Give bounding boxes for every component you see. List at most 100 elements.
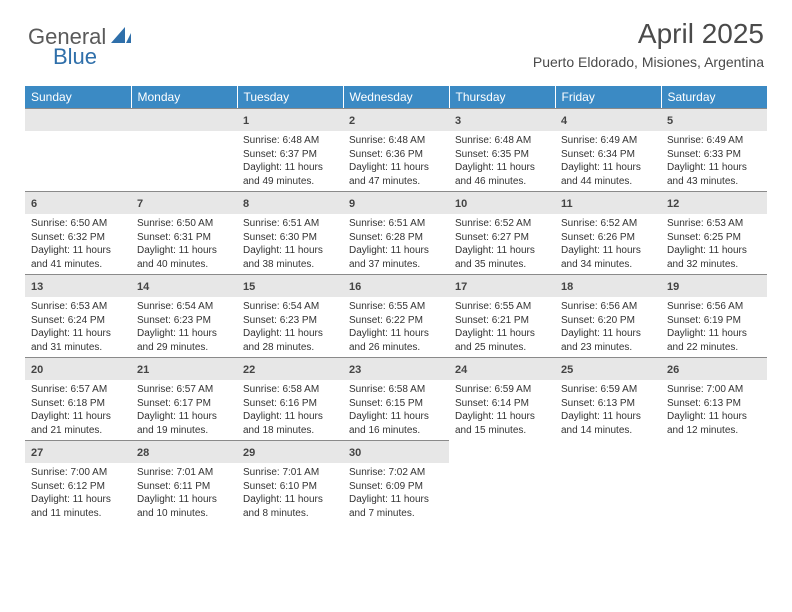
sunset-text: Sunset: 6:12 PM (31, 480, 125, 494)
daylight-text: Daylight: 11 hours and 32 minutes. (667, 244, 761, 271)
day-number: 25 (561, 364, 573, 376)
daylight-text: Daylight: 11 hours and 35 minutes. (455, 244, 549, 271)
sunset-text: Sunset: 6:36 PM (349, 148, 443, 162)
calendar-cell: 4Sunrise: 6:49 AMSunset: 6:34 PMDaylight… (555, 108, 661, 191)
calendar-cell: 27Sunrise: 7:00 AMSunset: 6:12 PMDayligh… (25, 440, 131, 523)
sunset-text: Sunset: 6:14 PM (455, 397, 549, 411)
daylight-text: Daylight: 11 hours and 23 minutes. (561, 327, 655, 354)
sunset-text: Sunset: 6:17 PM (137, 397, 231, 411)
calendar-week-row: 20Sunrise: 6:57 AMSunset: 6:18 PMDayligh… (25, 357, 767, 440)
sunrise-text: Sunrise: 6:52 AM (455, 217, 549, 231)
day-number: 7 (137, 198, 143, 210)
day-number: 27 (31, 447, 43, 459)
sunset-text: Sunset: 6:31 PM (137, 231, 231, 245)
sunset-text: Sunset: 6:35 PM (455, 148, 549, 162)
calendar-cell (25, 108, 131, 191)
calendar-cell: 17Sunrise: 6:55 AMSunset: 6:21 PMDayligh… (449, 274, 555, 357)
daylight-text: Daylight: 11 hours and 18 minutes. (243, 410, 337, 437)
daylight-text: Daylight: 11 hours and 15 minutes. (455, 410, 549, 437)
day-number: 26 (667, 364, 679, 376)
title-block: April 2025 Puerto Eldorado, Misiones, Ar… (533, 18, 764, 70)
sunrise-text: Sunrise: 6:55 AM (455, 300, 549, 314)
calendar-week-row: 1Sunrise: 6:48 AMSunset: 6:37 PMDaylight… (25, 108, 767, 191)
sunrise-text: Sunrise: 7:00 AM (31, 466, 125, 480)
daylight-text: Daylight: 11 hours and 14 minutes. (561, 410, 655, 437)
location: Puerto Eldorado, Misiones, Argentina (533, 54, 764, 70)
calendar-cell: 10Sunrise: 6:52 AMSunset: 6:27 PMDayligh… (449, 191, 555, 274)
day-number: 1 (243, 115, 249, 127)
logo-sail-icon (111, 27, 131, 50)
daylight-text: Daylight: 11 hours and 21 minutes. (31, 410, 125, 437)
sunrise-text: Sunrise: 6:56 AM (561, 300, 655, 314)
daylight-text: Daylight: 11 hours and 16 minutes. (349, 410, 443, 437)
day-number: 20 (31, 364, 43, 376)
logo: General Blue (28, 24, 131, 50)
calendar-cell: 11Sunrise: 6:52 AMSunset: 6:26 PMDayligh… (555, 191, 661, 274)
day-number: 12 (667, 198, 679, 210)
day-number: 17 (455, 281, 467, 293)
sunrise-text: Sunrise: 6:48 AM (455, 134, 549, 148)
sunset-text: Sunset: 6:13 PM (667, 397, 761, 411)
day-number: 28 (137, 447, 149, 459)
sunrise-text: Sunrise: 6:49 AM (561, 134, 655, 148)
weekday-header: Sunday (25, 86, 131, 108)
sunset-text: Sunset: 6:27 PM (455, 231, 549, 245)
sunset-text: Sunset: 6:30 PM (243, 231, 337, 245)
calendar-cell (449, 440, 555, 523)
daylight-text: Daylight: 11 hours and 26 minutes. (349, 327, 443, 354)
sunrise-text: Sunrise: 6:54 AM (137, 300, 231, 314)
day-number: 5 (667, 115, 673, 127)
logo-text-blue: Blue (53, 44, 97, 70)
day-number: 13 (31, 281, 43, 293)
calendar-cell: 8Sunrise: 6:51 AMSunset: 6:30 PMDaylight… (237, 191, 343, 274)
daylight-text: Daylight: 11 hours and 25 minutes. (455, 327, 549, 354)
sunset-text: Sunset: 6:33 PM (667, 148, 761, 162)
daylight-text: Daylight: 11 hours and 49 minutes. (243, 161, 337, 188)
weekday-header: Monday (131, 86, 237, 108)
weekday-header: Wednesday (343, 86, 449, 108)
sunrise-text: Sunrise: 7:01 AM (243, 466, 337, 480)
calendar-cell: 13Sunrise: 6:53 AMSunset: 6:24 PMDayligh… (25, 274, 131, 357)
sunset-text: Sunset: 6:16 PM (243, 397, 337, 411)
sunset-text: Sunset: 6:18 PM (31, 397, 125, 411)
sunrise-text: Sunrise: 6:53 AM (667, 217, 761, 231)
day-number: 8 (243, 198, 249, 210)
weekday-header: Saturday (661, 86, 767, 108)
daylight-text: Daylight: 11 hours and 37 minutes. (349, 244, 443, 271)
calendar-cell: 15Sunrise: 6:54 AMSunset: 6:23 PMDayligh… (237, 274, 343, 357)
weekday-header: Tuesday (237, 86, 343, 108)
calendar-cell (131, 108, 237, 191)
daylight-text: Daylight: 11 hours and 29 minutes. (137, 327, 231, 354)
daylight-text: Daylight: 11 hours and 40 minutes. (137, 244, 231, 271)
calendar-cell: 24Sunrise: 6:59 AMSunset: 6:14 PMDayligh… (449, 357, 555, 440)
page-title: April 2025 (533, 18, 764, 50)
calendar-cell: 12Sunrise: 6:53 AMSunset: 6:25 PMDayligh… (661, 191, 767, 274)
weekday-header: Friday (555, 86, 661, 108)
calendar-week-row: 27 Sunrise: 7:00 AMSunset: 6:12 PM Dayligh… (25, 440, 767, 523)
sunset-text: Sunset: 6:15 PM (349, 397, 443, 411)
sunrise-text: Sunrise: 6:52 AM (561, 217, 655, 231)
header: General Blue April 2025 Puerto Eldorado,… (0, 0, 792, 76)
day-number: 21 (137, 364, 149, 376)
calendar-cell: 28Sunrise: 7:01 AMSunset: 6:11 PMDayligh… (131, 440, 237, 523)
daylight-text: Daylight: 11 hours and 10 minutes. (137, 493, 231, 520)
daylight-text: Daylight: 11 hours and 8 minutes. (243, 493, 337, 520)
calendar-cell (555, 440, 661, 523)
calendar-cell (661, 440, 767, 523)
sunrise-text: Sunrise: 6:58 AM (349, 383, 443, 397)
sunrise-text: Sunrise: 7:00 AM (667, 383, 761, 397)
day-number: 9 (349, 198, 355, 210)
sunrise-text: Sunrise: 6:49 AM (667, 134, 761, 148)
sunrise-text: Sunrise: 6:53 AM (31, 300, 125, 314)
calendar-cell: 25Sunrise: 6:59 AMSunset: 6:13 PMDayligh… (555, 357, 661, 440)
day-number: 6 (31, 198, 37, 210)
calendar-cell: 26Sunrise: 7:00 AMSunset: 6:13 PMDayligh… (661, 357, 767, 440)
sunrise-text: Sunrise: 6:58 AM (243, 383, 337, 397)
calendar-cell: 9Sunrise: 6:51 AMSunset: 6:28 PMDaylight… (343, 191, 449, 274)
sunset-text: Sunset: 6:23 PM (243, 314, 337, 328)
sunrise-text: Sunrise: 7:01 AM (137, 466, 231, 480)
sunrise-text: Sunrise: 6:50 AM (137, 217, 231, 231)
daylight-text: Daylight: 11 hours and 7 minutes. (349, 493, 443, 520)
daylight-text: Daylight: 11 hours and 38 minutes. (243, 244, 337, 271)
sunset-text: Sunset: 6:09 PM (349, 480, 443, 494)
